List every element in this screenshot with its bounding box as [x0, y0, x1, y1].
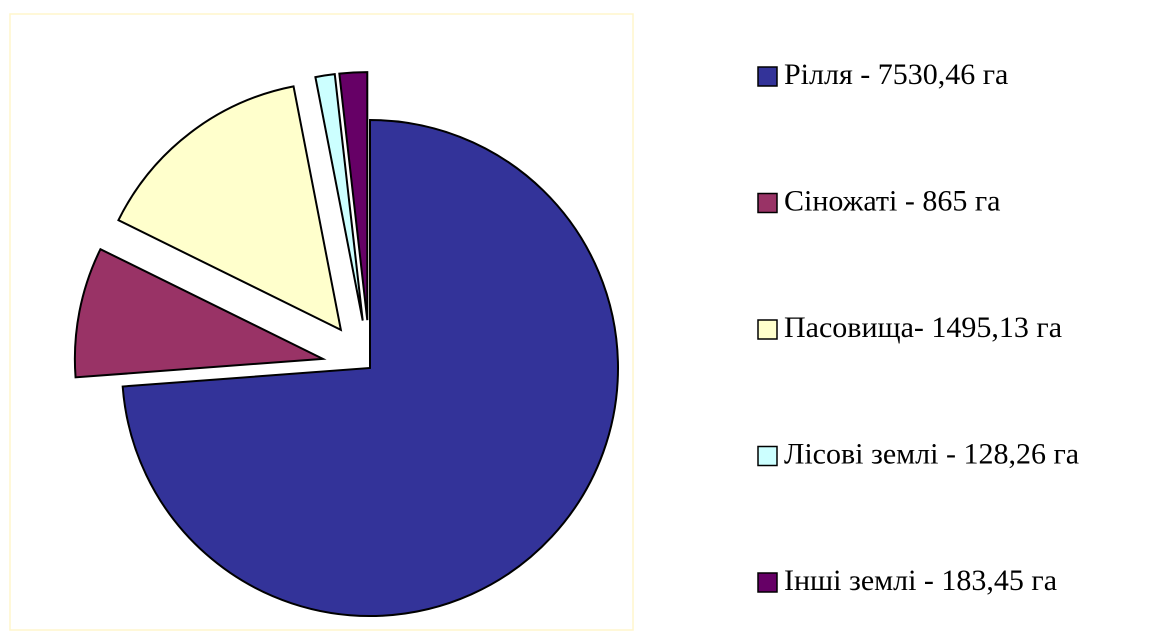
legend-swatch	[757, 66, 778, 87]
legend-label: Рілля - 7530,46 га	[784, 58, 1008, 91]
legend-swatch	[757, 445, 778, 467]
legend-swatch	[757, 192, 778, 214]
legend-label: Пасовища- 1495,13 га	[784, 311, 1062, 344]
legend-label: Інші землі - 183,45 га	[784, 564, 1057, 597]
pie-slice	[117, 85, 343, 332]
pie-slice	[121, 118, 619, 617]
legend-label: Сіножаті - 865 га	[784, 184, 1000, 217]
legend-swatch	[757, 572, 778, 593]
legend-swatch	[757, 319, 778, 340]
pie-slice	[73, 247, 327, 379]
plot-frame	[9, 13, 634, 631]
legend-label: Лісові землі - 128,26 га	[784, 437, 1079, 470]
pie-slice	[338, 71, 369, 321]
pie-slice	[314, 73, 364, 321]
